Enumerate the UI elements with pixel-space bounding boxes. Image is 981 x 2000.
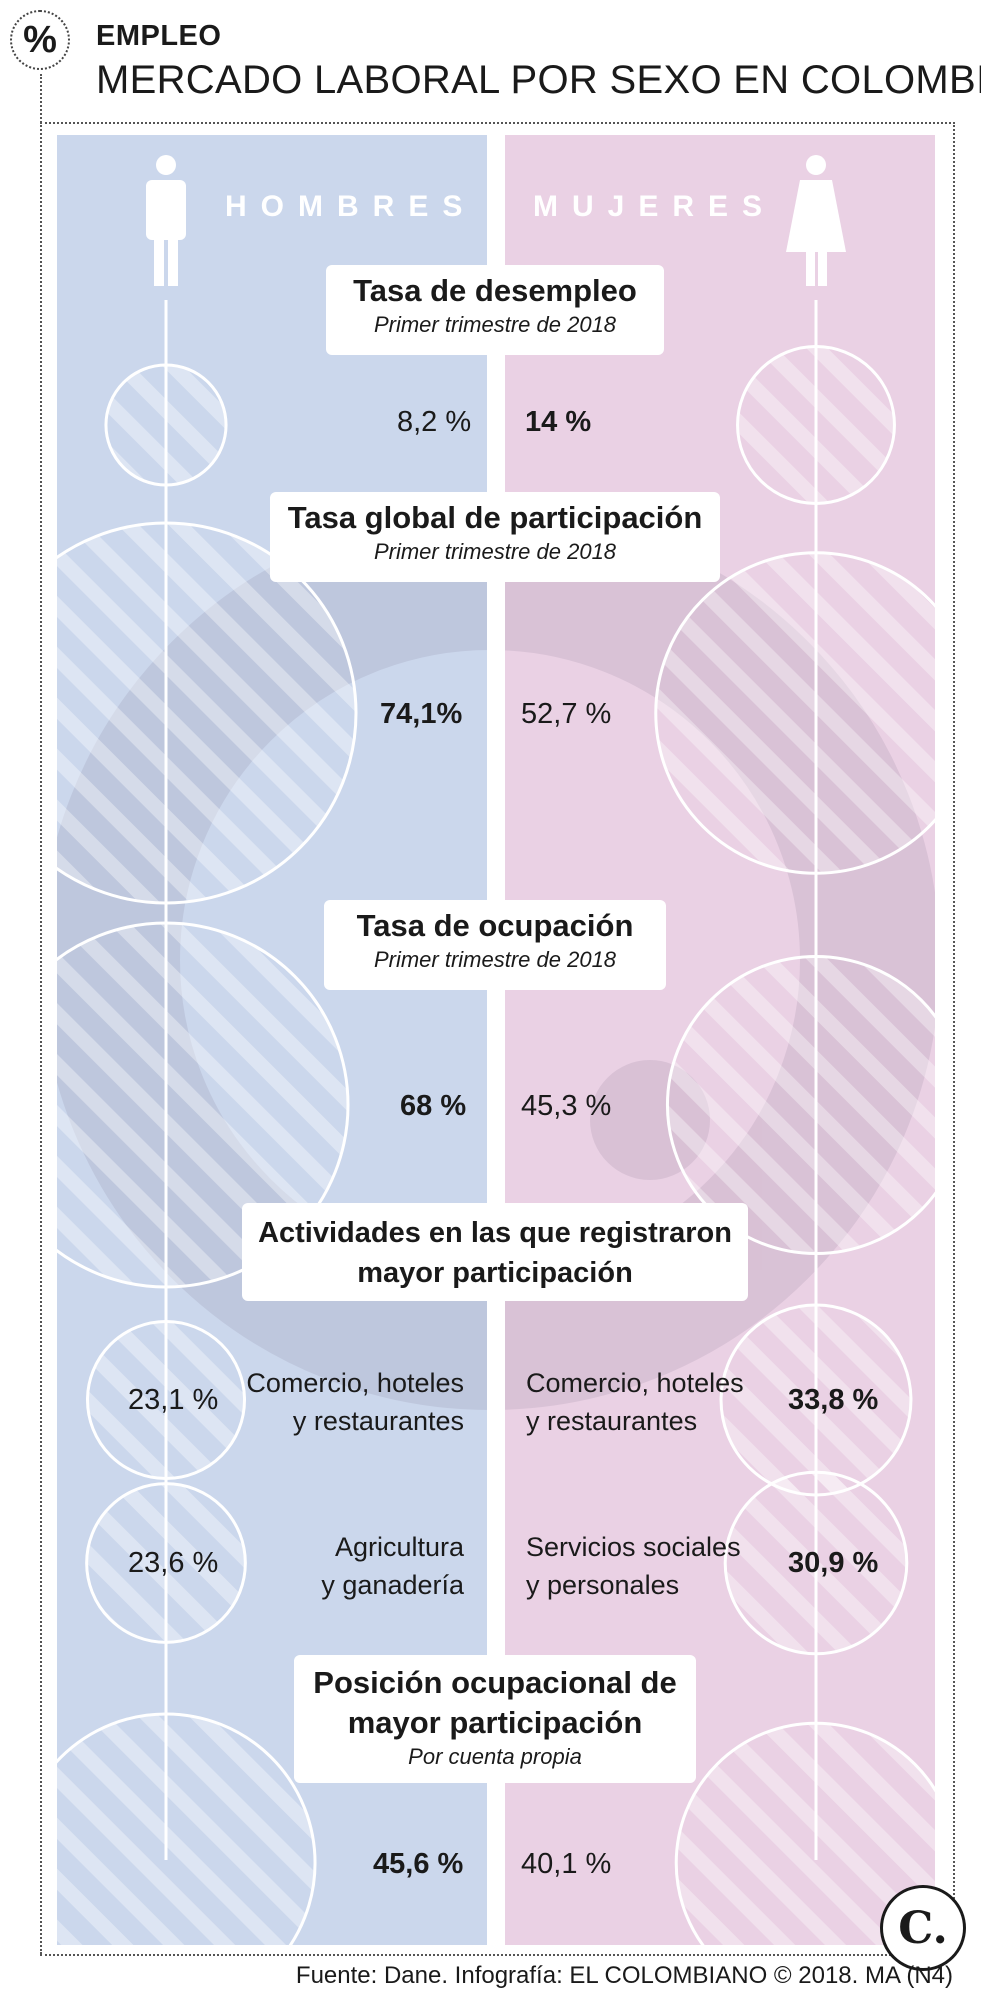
man-icon bbox=[146, 155, 186, 286]
section-box-participacion: Tasa global de participación Primer trim… bbox=[270, 492, 720, 582]
section-subtitle: Primer trimestre de 2018 bbox=[373, 312, 617, 337]
value-men-ocupacion: 68 % bbox=[400, 1090, 467, 1122]
activity-line: y restaurantes bbox=[292, 1406, 464, 1436]
activity-line: Servicios sociales bbox=[526, 1532, 741, 1562]
section-box-desempleo: Tasa de desempleo Primer trimestre de 20… bbox=[326, 265, 664, 355]
label-women: MUJERES bbox=[533, 190, 777, 223]
circle-women-actividad-2 bbox=[723, 1470, 909, 1656]
section-title: Posición ocupacional de bbox=[313, 1665, 677, 1700]
circle-men-ocupacion bbox=[57, 921, 350, 1289]
frame-line bbox=[40, 122, 955, 124]
el-colombiano-logo: C. bbox=[883, 1888, 963, 1968]
section-subtitle: Primer trimestre de 2018 bbox=[373, 539, 617, 564]
value-women-ocupacion: 45,3 % bbox=[521, 1090, 612, 1122]
value-men-posicion: 45,6 % bbox=[373, 1848, 464, 1880]
activity-line: Comercio, hoteles bbox=[526, 1368, 744, 1398]
section-subtitle: Por cuenta propia bbox=[408, 1744, 582, 1769]
activity-women-1: Comercio, hoteles y restaurantes bbox=[526, 1364, 766, 1440]
circle-men-actividad-1 bbox=[85, 1319, 247, 1481]
kicker: EMPLEO bbox=[96, 20, 222, 52]
value-women-actividad-1: 33,8 % bbox=[788, 1384, 879, 1416]
section-title: Tasa global de participación bbox=[287, 500, 703, 535]
frame-line bbox=[40, 1954, 955, 1956]
value-men-participacion: 74,1% bbox=[380, 698, 463, 730]
section-box-ocupacion: Tasa de ocupación Primer trimestre de 20… bbox=[324, 900, 666, 990]
activity-line: y ganadería bbox=[321, 1570, 464, 1600]
value-men-actividad-1: 23,1 % bbox=[128, 1384, 219, 1416]
circle-men-posicion bbox=[57, 1712, 317, 1945]
circle-women-participacion bbox=[654, 551, 935, 875]
value-men-desempleo: 8,2 % bbox=[397, 406, 472, 438]
activity-line: y personales bbox=[526, 1570, 680, 1600]
activity-line: Agricultura bbox=[334, 1532, 464, 1562]
circle-men-desempleo bbox=[104, 363, 228, 487]
value-women-desempleo: 14 % bbox=[525, 406, 592, 438]
section-title: mayor participación bbox=[347, 1705, 643, 1740]
woman-icon bbox=[786, 155, 846, 286]
section-box-posicion: Posición ocupacional de mayor participac… bbox=[294, 1655, 696, 1783]
section-box-actividades: Actividades en las que registraron mayor… bbox=[242, 1203, 748, 1301]
source-note: Fuente: Dane. Infografía: EL COLOMBIANO … bbox=[295, 1962, 953, 1989]
chart-title: MERCADO LABORAL POR SEXO EN COLOMBIA bbox=[96, 58, 981, 102]
circle-women-ocupacion bbox=[665, 954, 935, 1256]
circle-women-desempleo bbox=[736, 345, 896, 505]
activity-women-2: Servicios sociales y personales bbox=[526, 1528, 776, 1604]
value-women-participacion: 52,7 % bbox=[521, 698, 612, 730]
percent-icon: % bbox=[10, 10, 70, 70]
frame-line bbox=[953, 122, 955, 1954]
section-title: Tasa de ocupación bbox=[356, 908, 634, 943]
value-men-actividad-2: 23,6 % bbox=[128, 1547, 219, 1579]
section-title: Actividades en las que registraron mayor… bbox=[258, 1217, 732, 1289]
activity-line: y restaurantes bbox=[526, 1406, 698, 1436]
value-women-actividad-2: 30,9 % bbox=[788, 1547, 879, 1579]
label-men: HOMBRES bbox=[225, 190, 477, 223]
activity-line: Comercio, hoteles bbox=[246, 1368, 464, 1398]
section-title: Tasa de desempleo bbox=[353, 273, 637, 308]
activity-men-2: Agricultura y ganadería bbox=[222, 1528, 464, 1604]
circle-men-actividad-2 bbox=[85, 1482, 247, 1644]
activity-men-1: Comercio, hoteles y restaurantes bbox=[222, 1364, 464, 1440]
value-women-posicion: 40,1 % bbox=[521, 1848, 612, 1880]
section-subtitle: Primer trimestre de 2018 bbox=[373, 947, 617, 972]
frame-line bbox=[40, 74, 42, 1954]
circle-men-participacion bbox=[57, 521, 358, 905]
